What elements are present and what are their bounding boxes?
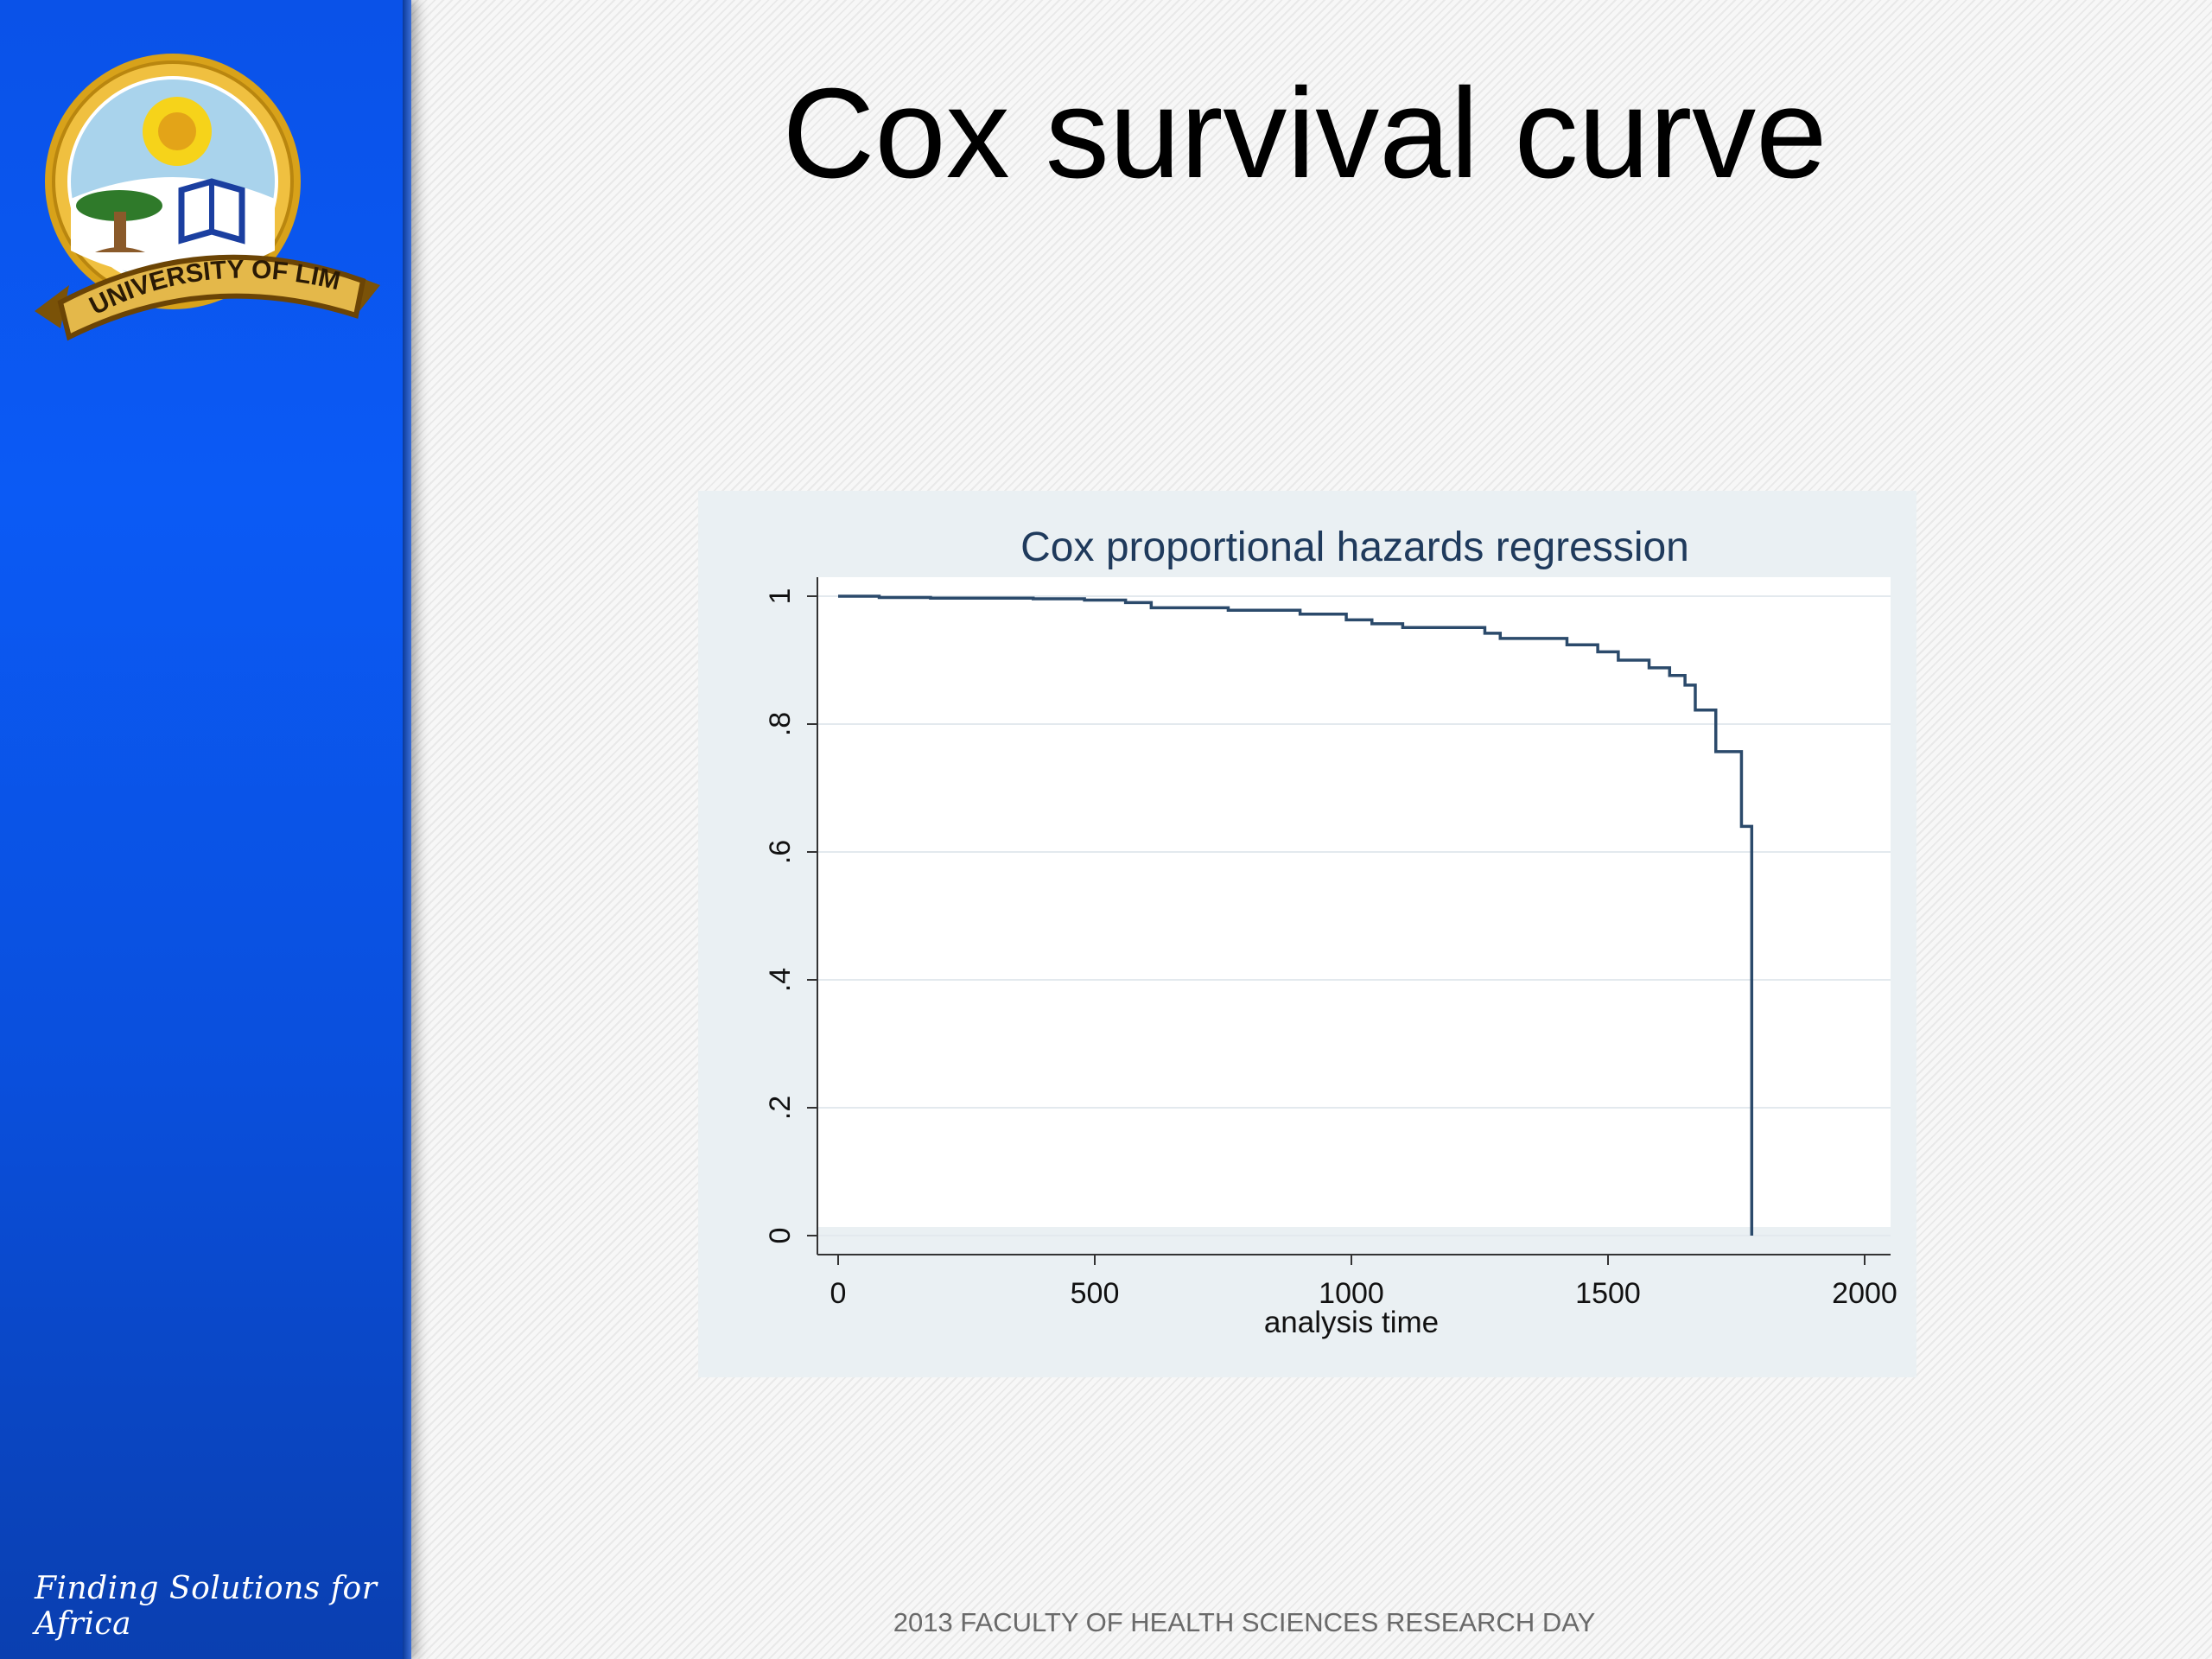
survival-chart: Cox proportional hazards regression 0 .2.… [764,524,1897,1339]
x-tick-label: 2000 [1832,1277,1897,1310]
chart-frame: Cox proportional hazards regression 0 .2.… [698,491,1916,1377]
book-icon [178,178,245,245]
tree-icon [76,190,162,252]
chart-title: Cox proportional hazards regression [1020,524,1689,570]
university-logo: UNIVERSITY OF LIMPOPO [35,52,380,341]
footer-text: 2013 FACULTY OF HEALTH SCIENCES RESEARCH… [893,1607,1596,1637]
y-tick-label: .4 [764,968,797,992]
y-tick-label: .6 [764,840,797,864]
ribbon-banner [35,254,380,341]
x-axis-label: analysis time [1264,1306,1439,1339]
slide-title: Cox survival curve [782,62,1827,205]
tagline: Finding Solutions for Africa [35,1571,378,1642]
survival-curve-line [838,594,1754,1236]
sidebar: UNIVERSITY OF LIMPOPO Finding Solutions … [0,0,410,1659]
sun-icon [143,97,212,166]
x-tick-label: 1500 [1575,1277,1641,1310]
y-tick-label: .2 [764,1096,797,1120]
y-tick-label: 1 [764,588,797,605]
y-tick-label: 0 [764,1228,797,1244]
plot-area [817,577,1891,1227]
x-tick-label: 1000 [1319,1277,1384,1310]
y-tick-label: .8 [764,712,797,736]
x-tick-label: 0 [830,1277,847,1310]
sidebar-edge [403,0,411,1659]
seal-icon [45,54,301,309]
x-tick-label: 500 [1071,1277,1120,1310]
